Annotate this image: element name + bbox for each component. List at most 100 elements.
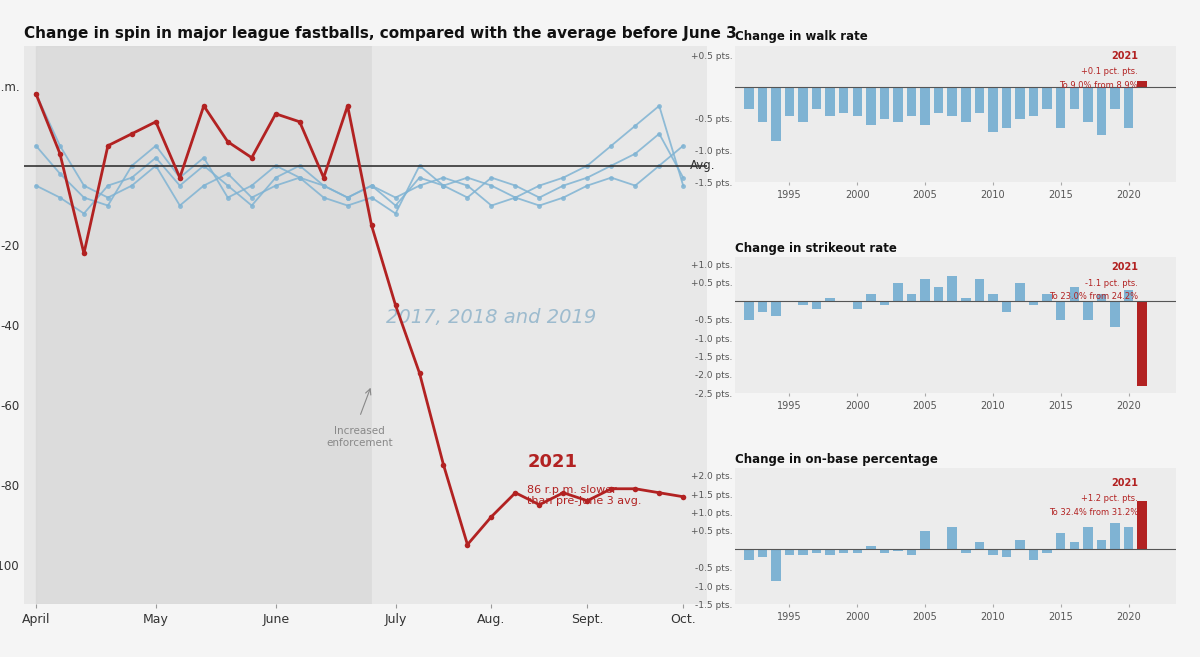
Text: 86 r.p.m. slower
than pre-June 3 avg.: 86 r.p.m. slower than pre-June 3 avg. (527, 485, 642, 507)
Bar (1110, 302, 1120, 327)
Bar (1138, 501, 1147, 549)
Bar (866, 87, 876, 125)
Bar (934, 87, 943, 112)
Bar (866, 545, 876, 549)
Bar (785, 549, 794, 555)
Bar (1097, 294, 1106, 302)
Bar (757, 549, 767, 556)
Bar (852, 87, 862, 116)
Bar (1056, 533, 1066, 549)
Bar (961, 87, 971, 122)
Bar (1002, 302, 1012, 312)
Bar (1002, 87, 1012, 128)
Bar (893, 549, 902, 551)
Bar (920, 531, 930, 549)
Text: +1.2 pct. pts.: +1.2 pct. pts. (1081, 494, 1138, 503)
Bar (974, 542, 984, 549)
Bar (1056, 87, 1066, 128)
Bar (812, 87, 821, 109)
Bar (372, 46, 683, 604)
Bar (920, 279, 930, 302)
Bar (907, 549, 917, 555)
Bar (1097, 540, 1106, 549)
Text: Avg.: Avg. (690, 159, 716, 172)
Text: +0.1 pct. pts.: +0.1 pct. pts. (1081, 67, 1138, 76)
Bar (826, 298, 835, 302)
Bar (852, 302, 862, 309)
Bar (1015, 283, 1025, 302)
Bar (1084, 87, 1092, 122)
Bar (934, 286, 943, 302)
Bar (974, 279, 984, 302)
Bar (1015, 87, 1025, 119)
Bar (1123, 290, 1133, 302)
Bar (1138, 81, 1147, 87)
Bar (772, 302, 781, 316)
Bar (1056, 302, 1066, 320)
Text: To 32.4% from 31.2%: To 32.4% from 31.2% (1049, 508, 1138, 517)
Bar (961, 298, 971, 302)
Text: -1.1 pct. pts.: -1.1 pct. pts. (1085, 279, 1138, 288)
Text: 2021: 2021 (1111, 478, 1138, 488)
Bar (893, 283, 902, 302)
Bar (839, 87, 848, 112)
Bar (798, 302, 808, 305)
Bar (852, 549, 862, 553)
Bar (1069, 542, 1079, 549)
Text: 2021: 2021 (1111, 262, 1138, 273)
Bar (1069, 87, 1079, 109)
Bar (36, 46, 372, 604)
Bar (757, 87, 767, 122)
Bar (1043, 87, 1052, 109)
Bar (1097, 87, 1106, 135)
Bar (988, 549, 997, 555)
Bar (744, 549, 754, 560)
Bar (1028, 549, 1038, 560)
Bar (866, 294, 876, 302)
Bar (988, 87, 997, 131)
Bar (1084, 302, 1092, 320)
Bar (1069, 286, 1079, 302)
Bar (988, 294, 997, 302)
Bar (907, 294, 917, 302)
Bar (1110, 87, 1120, 109)
Bar (812, 302, 821, 309)
Text: Change in spin in major league fastballs, compared with the average before June : Change in spin in major league fastballs… (24, 26, 737, 41)
Bar (907, 87, 917, 116)
Bar (785, 87, 794, 116)
Bar (1043, 294, 1052, 302)
Text: Change in on-base percentage: Change in on-base percentage (736, 453, 938, 466)
Bar (826, 549, 835, 555)
Bar (772, 87, 781, 141)
Bar (880, 87, 889, 119)
Bar (826, 87, 835, 116)
Bar (1123, 87, 1133, 128)
Bar (1028, 87, 1038, 116)
Text: 2021: 2021 (527, 453, 577, 471)
Bar (948, 87, 956, 116)
Bar (893, 87, 902, 122)
Bar (880, 302, 889, 305)
Bar (948, 527, 956, 549)
Text: To 9.0% from 8.9%: To 9.0% from 8.9% (1060, 81, 1138, 90)
Bar (757, 302, 767, 312)
Bar (744, 302, 754, 320)
Text: Increased
enforcement: Increased enforcement (326, 426, 392, 447)
Bar (1084, 527, 1092, 549)
Bar (1123, 527, 1133, 549)
Bar (920, 87, 930, 125)
Bar (798, 549, 808, 555)
Text: 2017, 2018 and 2019: 2017, 2018 and 2019 (386, 307, 596, 327)
Bar (839, 549, 848, 553)
Bar (1015, 540, 1025, 549)
Text: Change in strikeout rate: Change in strikeout rate (736, 242, 898, 254)
Bar (948, 275, 956, 302)
Bar (880, 549, 889, 553)
Bar (798, 87, 808, 122)
Bar (1138, 302, 1147, 386)
Text: 2021: 2021 (1111, 51, 1138, 61)
Bar (1110, 524, 1120, 549)
Bar (974, 87, 984, 112)
Bar (961, 549, 971, 553)
Bar (1043, 549, 1052, 553)
